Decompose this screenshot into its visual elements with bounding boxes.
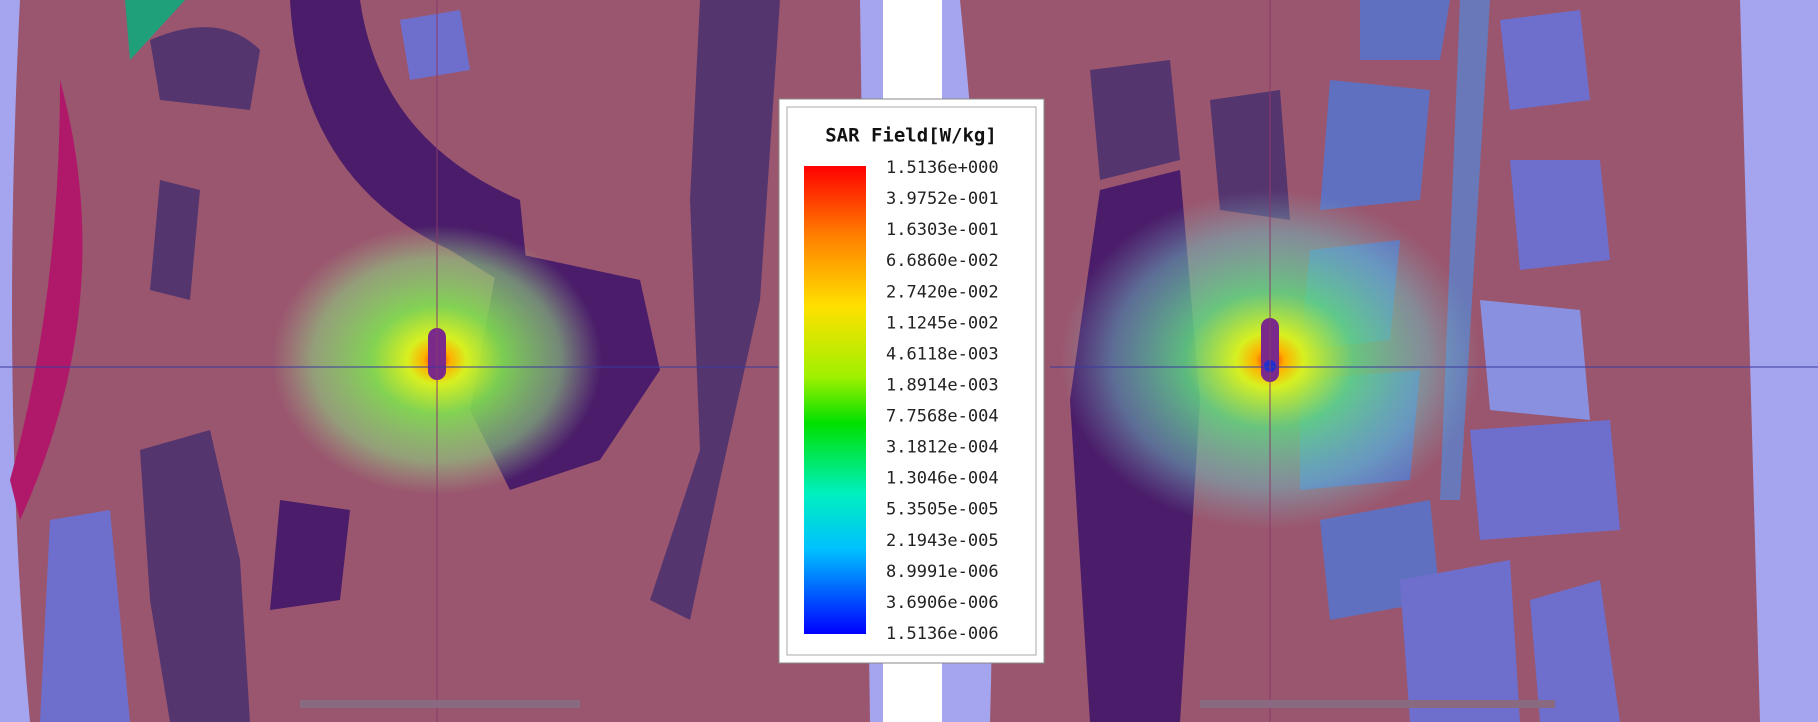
legend: SAR Field[W/kg] 1.5136e+000 3.9752e-001 1.… bbox=[779, 99, 1044, 663]
legend-label: 1.1245e-002 bbox=[886, 313, 999, 333]
legend-label: 3.9752e-001 bbox=[886, 189, 999, 209]
colorbar bbox=[804, 166, 866, 634]
legend-label: 5.3505e-005 bbox=[886, 500, 999, 520]
left-view bbox=[0, 0, 883, 722]
legend-label: 3.6906e-006 bbox=[886, 593, 999, 613]
legend-label: 2.1943e-005 bbox=[886, 531, 999, 551]
legend-label: 6.6860e-002 bbox=[886, 251, 999, 271]
legend-label: 1.5136e+000 bbox=[886, 158, 999, 178]
legend-title: SAR Field[W/kg] bbox=[825, 125, 997, 147]
legend-label: 3.1812e-004 bbox=[886, 438, 999, 458]
legend-label: 8.9991e-006 bbox=[886, 562, 999, 582]
legend-label: 1.8914e-003 bbox=[886, 375, 999, 395]
legend-label: 1.6303e-001 bbox=[886, 220, 999, 240]
legend-label: 2.7420e-002 bbox=[886, 282, 999, 302]
legend-label: 1.3046e-004 bbox=[886, 469, 999, 489]
page: {"legend": {"title": "SAR Field[W/kg]", … bbox=[0, 0, 1818, 722]
scene: SAR Field[W/kg] 1.5136e+000 3.9752e-001 1.… bbox=[0, 0, 1818, 722]
legend-label: 4.6118e-003 bbox=[886, 344, 999, 364]
legend-label: 7.7568e-004 bbox=[886, 407, 999, 427]
right-view bbox=[942, 0, 1818, 722]
legend-label: 1.5136e-006 bbox=[886, 624, 999, 644]
